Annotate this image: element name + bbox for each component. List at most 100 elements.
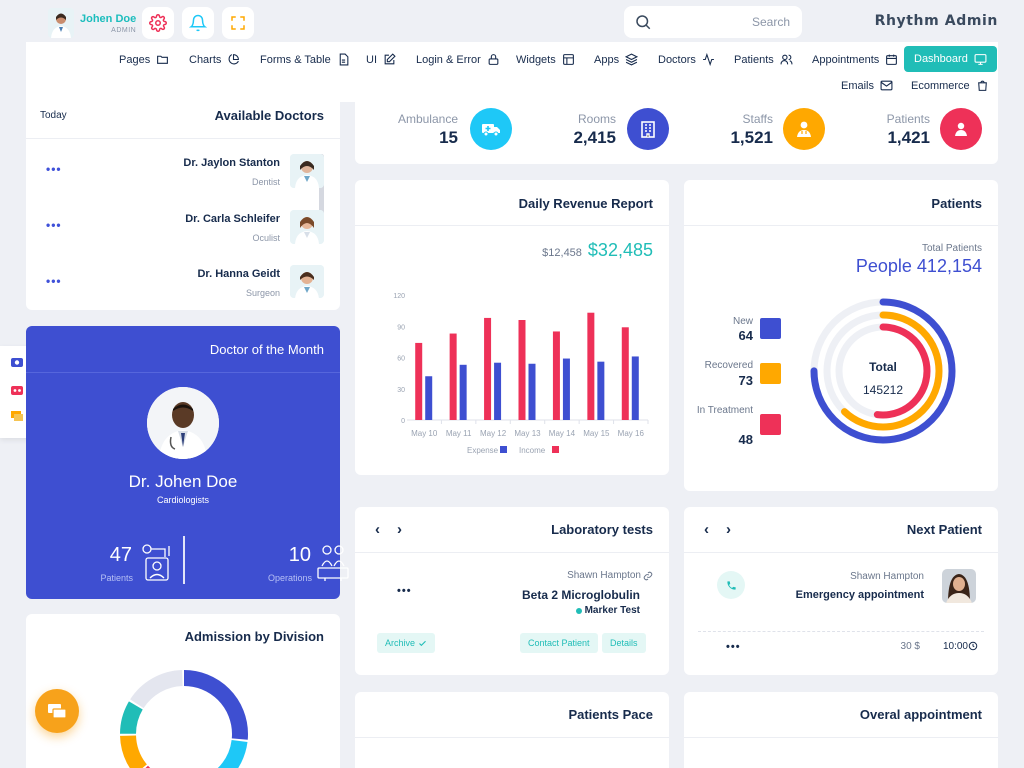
fullscreen-icon xyxy=(231,16,245,30)
archive-label: Archive xyxy=(385,638,416,648)
menu-ui[interactable]: UI xyxy=(366,53,396,66)
x-tick-label: May 13 xyxy=(514,429,541,438)
stat-value: 2,415 xyxy=(573,128,616,147)
archive-button[interactable]: Archive xyxy=(377,633,436,653)
contact-patient-button[interactable]: Contact Patient xyxy=(520,633,598,653)
revenue-bar-chart: 0 30 60 90 120 May 10 May 11 May 12 May 13 May 14… xyxy=(393,293,649,455)
camera-icon[interactable] xyxy=(10,356,24,371)
expense-bar xyxy=(459,364,467,420)
income-bar xyxy=(415,342,423,420)
income-bar xyxy=(552,331,560,420)
patients-title: Patients xyxy=(931,196,982,211)
appointment-time: 10:00 xyxy=(942,641,968,652)
patients-radial-chart xyxy=(810,298,956,444)
menu-patients-label: Patients xyxy=(734,53,774,66)
user-avatar[interactable] xyxy=(48,8,74,38)
stat-rooms: Rooms 2,415 xyxy=(573,112,616,148)
menu-ecommerce[interactable]: Ecommerce xyxy=(911,79,989,92)
stat-label: Patients xyxy=(886,112,930,126)
menu-patients[interactable]: Patients xyxy=(734,53,793,66)
users-icon xyxy=(780,54,793,65)
admission-donut-chart xyxy=(120,670,248,768)
divider xyxy=(26,372,340,373)
menu-dashboard[interactable]: Dashboard xyxy=(904,46,997,72)
clock-icon xyxy=(968,641,978,651)
lab-test-tag: Marker Test xyxy=(584,605,640,616)
overall-appointment-card: Overal appointment xyxy=(684,692,998,768)
chevron-right-icon[interactable]: › xyxy=(726,521,731,538)
stat-label: Staffs xyxy=(742,112,773,126)
chat-bubbles-icon xyxy=(48,704,67,719)
doctor-avatar xyxy=(290,154,324,188)
surgery-icon xyxy=(317,545,349,581)
menu-appointments-label: Appointments xyxy=(812,53,880,66)
chevron-left-icon[interactable]: ‹ xyxy=(704,521,709,538)
gear-icon xyxy=(149,14,167,32)
activity-icon xyxy=(702,53,714,66)
menu-ecommerce-label: Ecommerce xyxy=(911,79,970,92)
next-patient-card: ‹ › Next Patient Shawn Hampton Emergency… xyxy=(684,507,998,675)
donut-center-label: Total xyxy=(869,360,897,374)
gamepad-icon[interactable] xyxy=(10,384,24,399)
patients-pace-card: Patients Pace xyxy=(355,692,669,768)
x-tick-label: May 14 xyxy=(549,429,576,438)
folder-icon xyxy=(157,55,169,64)
revenue-title: Daily Revenue Report xyxy=(518,196,653,211)
layout-icon xyxy=(562,54,574,65)
menu-login-error[interactable]: Login & Error xyxy=(416,53,500,66)
more-options-icon[interactable]: ••• xyxy=(46,218,62,232)
donut-segment xyxy=(120,670,248,768)
mail-icon xyxy=(880,80,893,91)
call-button[interactable] xyxy=(717,571,745,599)
doctor-month-name: Dr. Johen Doe xyxy=(128,472,238,491)
link-icon[interactable] xyxy=(643,571,653,581)
settings-button[interactable] xyxy=(142,7,174,39)
menu-emails-label: Emails xyxy=(841,79,875,92)
chat-fab-button[interactable] xyxy=(35,689,79,733)
more-options-icon[interactable]: ••• xyxy=(46,274,62,288)
scrollbar[interactable] xyxy=(319,154,324,232)
monitor-icon xyxy=(974,53,987,65)
chevron-left-icon[interactable]: ‹ xyxy=(375,521,380,538)
more-options-icon[interactable]: ••• xyxy=(397,585,412,597)
menu-pages[interactable]: Pages xyxy=(119,53,169,66)
menu-apps-label: Apps xyxy=(594,53,620,66)
y-tick-label: 0 xyxy=(401,418,405,425)
search-icon[interactable] xyxy=(634,13,652,31)
menu-forms-label: Forms & Table xyxy=(260,53,331,66)
menu-forms-table[interactable]: Forms & Table xyxy=(260,53,350,66)
divider xyxy=(355,552,669,553)
more-options-icon[interactable]: ••• xyxy=(46,162,62,176)
x-tick-label: May 11 xyxy=(446,429,472,438)
user-name[interactable]: Johen Doe xyxy=(80,12,137,25)
lab-test-name: Beta 2 Microglobulin xyxy=(521,588,640,602)
brand-logo[interactable]: Rhythm Admin xyxy=(874,13,998,29)
menu-apps[interactable]: Apps xyxy=(594,53,639,66)
menu-widgets[interactable]: Widgets xyxy=(516,53,575,66)
income-bar xyxy=(587,312,595,420)
income-bar xyxy=(621,327,629,420)
user-profile[interactable]: Johen Doe ADMIN xyxy=(48,8,136,38)
menu-doctors[interactable]: Doctors xyxy=(658,53,715,66)
chat-icon[interactable] xyxy=(10,410,24,425)
menu-doctors-label: Doctors xyxy=(658,53,696,66)
fullscreen-button[interactable] xyxy=(222,7,254,39)
menu-widgets-label: Widgets xyxy=(516,53,556,66)
y-tick-label: 30 xyxy=(397,387,405,394)
menu-emails[interactable]: Emails xyxy=(841,79,893,92)
menu-charts[interactable]: Charts xyxy=(189,53,240,66)
legend-value: 48 xyxy=(738,432,753,447)
doctor-avatar xyxy=(290,210,324,244)
chevron-right-icon[interactable]: › xyxy=(397,521,402,538)
menu-ui-label: UI xyxy=(366,53,377,66)
details-button[interactable]: Details xyxy=(602,633,646,653)
divider xyxy=(684,552,998,553)
more-options-icon[interactable]: ••• xyxy=(726,641,741,653)
next-patient-type: Emergency appointment xyxy=(795,589,924,601)
search-input[interactable] xyxy=(656,6,794,38)
y-tick-label: 90 xyxy=(397,324,405,331)
notifications-button[interactable] xyxy=(182,7,214,39)
menu-appointments[interactable]: Appointments xyxy=(812,53,898,66)
doctor-specialty: Surgeon xyxy=(245,288,280,298)
check-icon xyxy=(419,640,426,646)
